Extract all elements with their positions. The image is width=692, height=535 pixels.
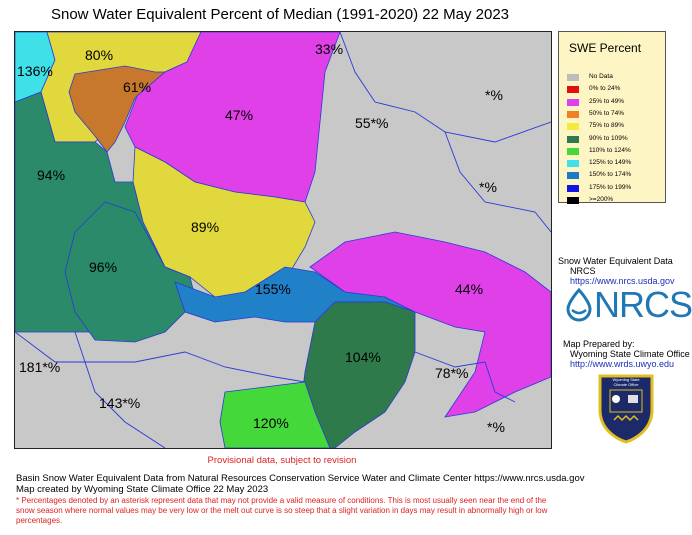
river-line	[74, 331, 166, 448]
legend-row: 50% to 74%	[567, 110, 663, 119]
legend-label: 50% to 74%	[589, 109, 625, 117]
basin-label: 78*%	[435, 365, 468, 381]
legend-row: 90% to 109%	[567, 135, 663, 144]
legend-row: 150% to 174%	[567, 171, 663, 180]
legend-row: No Data	[567, 73, 663, 82]
legend-row: 175% to 199%	[567, 184, 663, 193]
water-drop-icon	[566, 288, 592, 322]
seal-text: Wyoming State Climate Office	[612, 377, 640, 387]
basin-label: 55*%	[355, 115, 388, 131]
basin-label: *%	[479, 179, 497, 195]
legend-swatch	[567, 123, 579, 131]
legend-swatch	[567, 160, 579, 168]
nrcs-link[interactable]: https://www.nrcs.usda.gov	[570, 276, 675, 286]
basin-label: 94%	[37, 167, 65, 183]
basin-label: 143*%	[99, 395, 140, 411]
legend-row: 0% to 24%	[567, 85, 663, 94]
basin-label: 33%	[315, 41, 343, 57]
office-link[interactable]: http://www.wrds.uwyo.edu	[570, 359, 675, 369]
climate-office-seal: Wyoming State Climate Office	[596, 372, 656, 444]
prepared-by: Map Prepared by:	[563, 339, 635, 349]
basin-label: *%	[485, 87, 503, 103]
legend-swatch	[567, 184, 579, 192]
data-credit-line2: NRCS	[570, 266, 596, 276]
provisional-note: Provisional data, subject to revision	[207, 455, 357, 466]
basin-label: 120%	[253, 415, 289, 431]
basin-label: 44%	[455, 281, 483, 297]
asterisk-note: * Percentages denoted by an asterisk rep…	[16, 496, 548, 525]
basin-magenta-east	[309, 231, 551, 418]
legend-swatch	[567, 135, 579, 143]
legend-row: >=200%	[567, 196, 663, 205]
legend-label: 175% to 199%	[589, 183, 632, 191]
river-line	[15, 331, 306, 383]
basin-label: 80%	[85, 47, 113, 63]
basin-label: 96%	[89, 259, 117, 275]
legend-swatch	[567, 172, 579, 180]
legend-swatch	[567, 197, 579, 204]
basin-label: 155%	[255, 281, 291, 297]
legend-label: 0% to 24%	[589, 85, 621, 93]
swe-map: 136% 80% 61% 33% 47% 55*% *% *% 94% 89% …	[14, 31, 552, 449]
river-line	[414, 351, 516, 403]
basin-green	[219, 381, 331, 448]
legend-title: SWE Percent	[569, 41, 642, 55]
legend-row: 75% to 89%	[567, 122, 663, 131]
river-line	[339, 32, 551, 143]
legend-row: 125% to 149%	[567, 159, 663, 168]
legend-label: 125% to 149%	[589, 159, 632, 167]
legend-row: 25% to 49%	[567, 98, 663, 107]
legend-label: 75% to 89%	[589, 122, 625, 130]
nrcs-logo: NRCS	[562, 284, 692, 325]
basin-label: 104%	[345, 349, 381, 365]
nrcs-logo-text: NRCS	[594, 284, 692, 325]
office-name: Wyoming State Climate Office	[570, 349, 690, 359]
legend-row: 110% to 124%	[567, 147, 663, 156]
legend-swatch	[567, 110, 579, 118]
legend-label: 90% to 109%	[589, 134, 628, 142]
basin-label: 181*%	[19, 359, 60, 375]
legend-swatch	[567, 74, 579, 81]
legend-label: 150% to 174%	[589, 171, 632, 179]
legend-label: >=200%	[589, 196, 614, 203]
data-credit-line1: Snow Water Equivalent Data	[558, 256, 673, 266]
legend-swatch	[567, 86, 579, 94]
basin-label: 89%	[191, 219, 219, 235]
legend-label: No Data	[589, 73, 613, 80]
legend-label: 110% to 124%	[589, 146, 631, 154]
basin-label: *%	[487, 419, 505, 435]
map-title: Snow Water Equivalent Percent of Median …	[50, 6, 510, 23]
river-line	[444, 131, 551, 233]
legend: SWE Percent No Data 0% to 24% 25% to 49% 50…	[558, 31, 666, 205]
legend-swatch	[567, 98, 579, 106]
legend-swatch	[567, 147, 579, 155]
footer-line2: Map created by Wyoming State Climate Off…	[16, 484, 269, 495]
basin-label: 47%	[225, 107, 253, 123]
footer-line1: Basin Snow Water Equivalent Data from Na…	[16, 473, 585, 484]
basin-orange	[68, 65, 167, 153]
legend-label: 25% to 49%	[589, 97, 625, 105]
basin-label: 136%	[17, 63, 53, 79]
basin-label: 61%	[123, 79, 151, 95]
